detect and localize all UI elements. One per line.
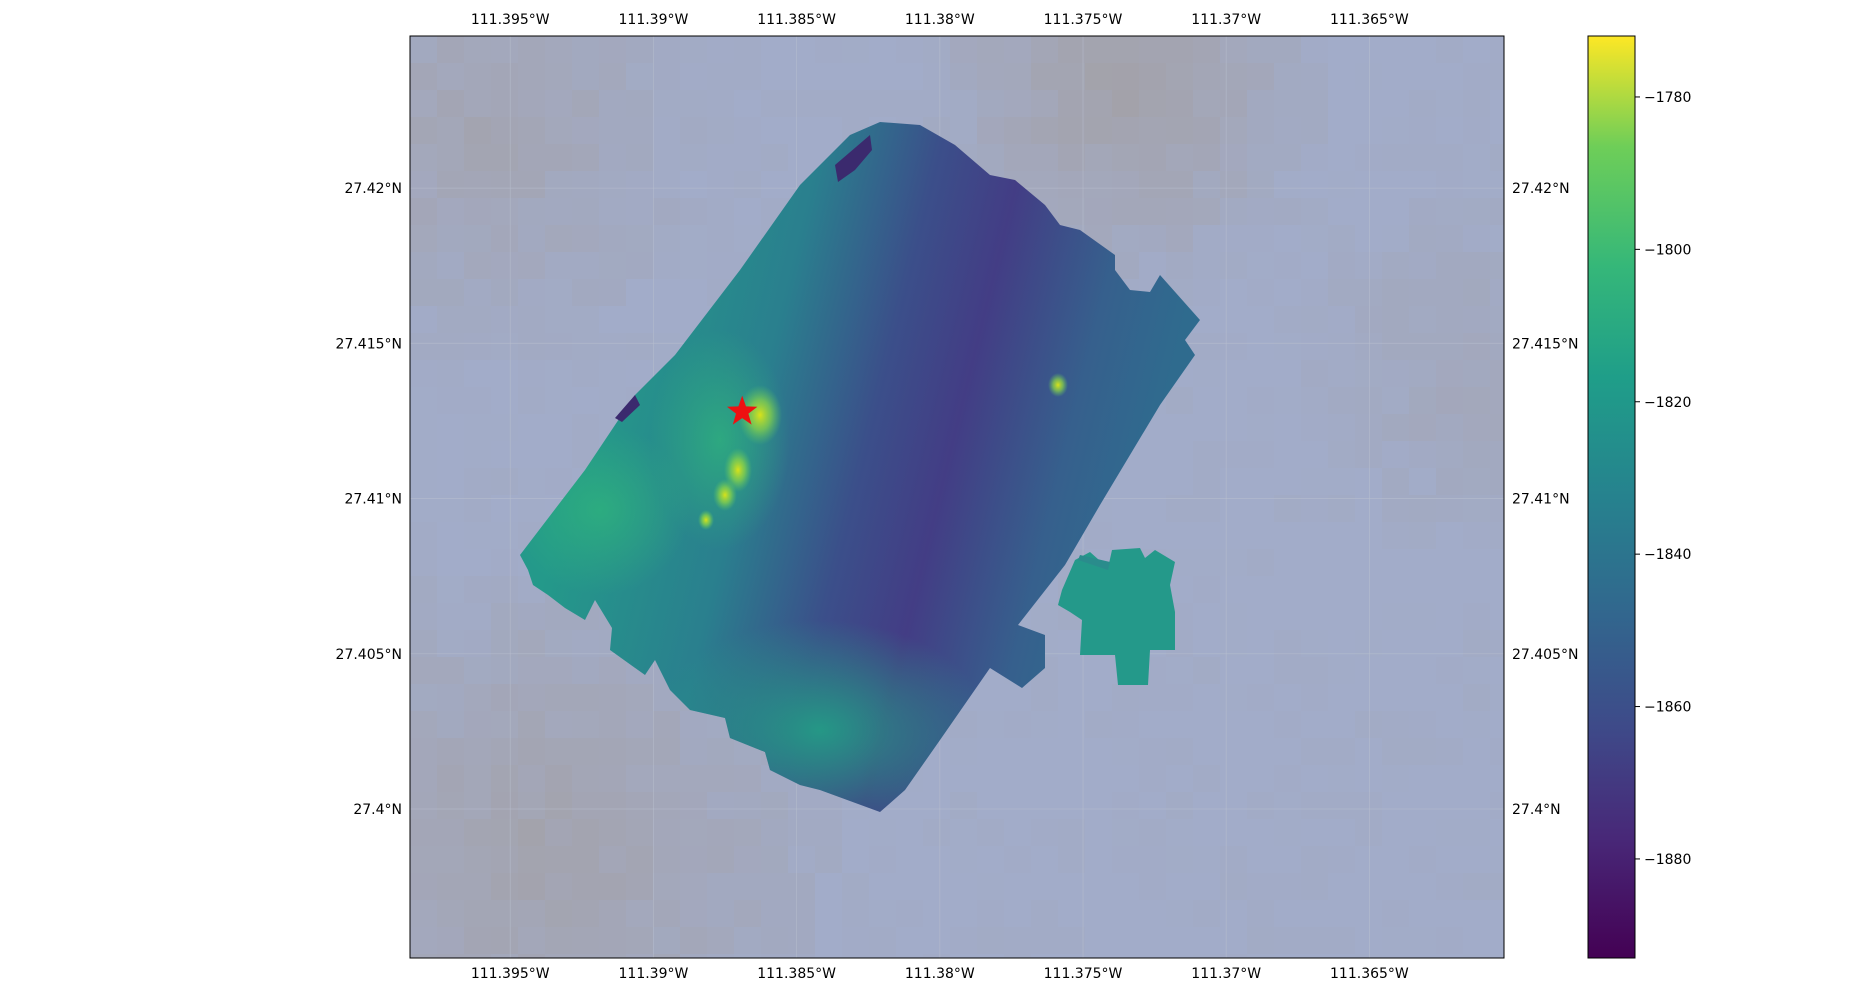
y-tick-label-left: 27.405°N xyxy=(336,647,402,663)
y-tick-label-left: 27.42°N xyxy=(344,181,402,197)
axes-frame xyxy=(409,35,1505,959)
x-tick-label-top: 111.395°W xyxy=(471,12,550,28)
y-tick-label-right: 27.41°N xyxy=(1512,492,1570,508)
x-tick-label-bottom: 111.37°W xyxy=(1191,966,1261,982)
colorbar-tick-label: −1840 xyxy=(1644,547,1691,563)
y-tick-label-left: 27.4°N xyxy=(353,802,402,818)
colorbar-tick-label: −1880 xyxy=(1644,852,1691,868)
colorbar-tick-label: −1860 xyxy=(1644,700,1691,716)
y-tick-label-right: 27.405°N xyxy=(1512,647,1578,663)
x-tick-label-bottom: 111.395°W xyxy=(471,966,550,982)
x-tick-label-top: 111.37°W xyxy=(1191,12,1261,28)
y-tick-labels: 27.42°N 27.42°N 27.415°N 27.415°N 27.41°N 27.… xyxy=(336,181,1579,818)
colorbar-tick-label: −1800 xyxy=(1644,242,1691,258)
star-marker-icon xyxy=(727,395,758,425)
colorbar-gradient xyxy=(1587,35,1636,959)
map-axes[interactable] xyxy=(409,35,1518,982)
y-tick-label-left: 27.41°N xyxy=(344,492,402,508)
y-tick-label-right: 27.415°N xyxy=(1512,336,1578,352)
colorbar-tick-label: −1820 xyxy=(1644,395,1691,411)
colorbar: −1780 −1800 −1820 −1840 −1860 −1880 xyxy=(1587,35,1691,959)
y-tick-label-left: 27.415°N xyxy=(336,336,402,352)
x-tick-labels: 111.395°W 111.395°W 111.39°W 111.39°W 111.38… xyxy=(471,12,1409,982)
y-tick-label-right: 27.42°N xyxy=(1512,181,1570,197)
survey-area xyxy=(520,122,1200,812)
x-tick-label-bottom: 111.38°W xyxy=(905,966,975,982)
x-tick-label-bottom: 111.365°W xyxy=(1330,966,1409,982)
survey-fragment xyxy=(835,135,872,182)
x-tick-label-top: 111.365°W xyxy=(1330,12,1409,28)
x-tick-label-bottom: 111.385°W xyxy=(757,966,836,982)
survey-fragment xyxy=(615,395,640,422)
y-tick-label-right: 27.4°N xyxy=(1512,802,1561,818)
x-tick-label-bottom: 111.39°W xyxy=(619,966,689,982)
x-tick-label-top: 111.385°W xyxy=(757,12,836,28)
colorbar-ticks: −1780 −1800 −1820 −1840 −1860 −1880 xyxy=(1635,90,1691,868)
x-tick-label-top: 111.39°W xyxy=(619,12,689,28)
colorbar-tick-label: −1780 xyxy=(1644,90,1691,106)
x-tick-label-bottom: 111.375°W xyxy=(1044,966,1123,982)
x-tick-label-top: 111.38°W xyxy=(905,12,975,28)
survey-area-southeast xyxy=(1058,548,1175,685)
x-tick-label-top: 111.375°W xyxy=(1044,12,1123,28)
